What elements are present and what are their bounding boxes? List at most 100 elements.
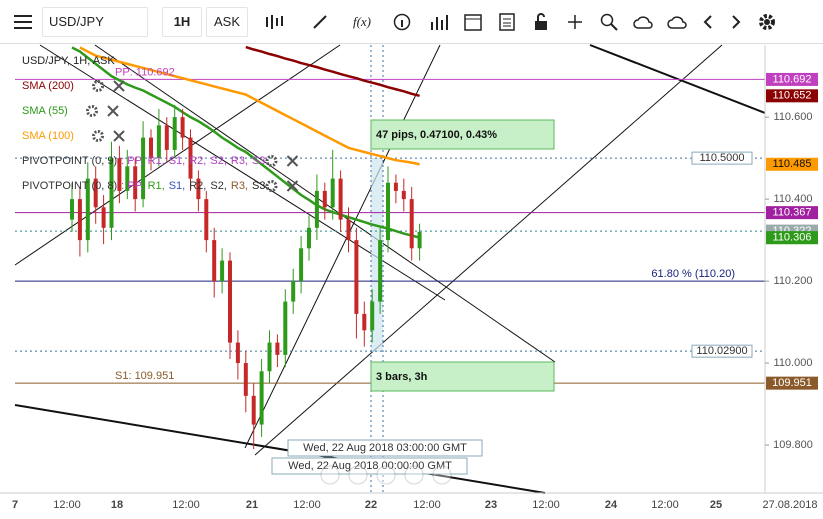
- timeframe-button[interactable]: 1H: [162, 6, 202, 37]
- settings-button[interactable]: [752, 7, 782, 37]
- candle-body: [378, 240, 383, 302]
- measure-pips: 47 pips, 0.47100, 0.43%: [376, 129, 497, 141]
- prev-button[interactable]: [696, 7, 720, 37]
- time-tooltip: [287, 439, 483, 457]
- template-button[interactable]: [492, 7, 522, 37]
- level-label: PP: 110.692: [115, 66, 175, 78]
- x-tick-label: 12:00: [293, 499, 321, 511]
- icon: [431, 14, 448, 30]
- nav-button[interactable]: [320, 465, 340, 485]
- level-box: [691, 151, 753, 165]
- y-tick-label: 110.000: [774, 357, 813, 369]
- indicator-button[interactable]: f(x): [352, 13, 372, 29]
- candle-body: [196, 178, 201, 200]
- candle-body: [283, 301, 288, 355]
- icon: [633, 15, 653, 29]
- candle-body: [267, 342, 272, 372]
- zoom-button[interactable]: [594, 7, 624, 37]
- candle-body: [330, 178, 335, 208]
- menu-icon: [14, 14, 32, 29]
- candle-body: [180, 117, 185, 138]
- price-tag: [766, 206, 818, 220]
- candle-body: [70, 199, 74, 220]
- volume-button[interactable]: [424, 7, 454, 37]
- price-tag: [766, 89, 818, 103]
- nav-button[interactable]: [376, 465, 396, 485]
- candle-body: [354, 240, 359, 314]
- download-button[interactable]: [662, 7, 692, 37]
- remove-icon[interactable]: [113, 80, 125, 92]
- candle-body: [125, 166, 130, 191]
- candle-body: [235, 342, 240, 364]
- chart-title: USD/JPY, 1H, ASK: [22, 55, 115, 67]
- candle-body: [77, 199, 82, 241]
- candle-body: [149, 137, 153, 159]
- x-tick-label: 22: [365, 499, 377, 511]
- nav-button[interactable]: [348, 465, 368, 485]
- nav-button[interactable]: [404, 465, 424, 485]
- candle-body: [386, 182, 390, 241]
- side-button[interactable]: ASK: [206, 6, 248, 37]
- x-tick-label: 12:00: [413, 499, 441, 511]
- icon: [464, 13, 482, 31]
- pivot-item: R3,: [231, 155, 248, 167]
- remove-icon[interactable]: [286, 180, 299, 192]
- settings-icon[interactable]: [92, 130, 104, 142]
- draw-button[interactable]: [300, 7, 340, 37]
- price-tag: [766, 376, 818, 390]
- settings-icon[interactable]: [92, 80, 104, 92]
- icon: [568, 14, 582, 29]
- candle-body: [251, 395, 256, 425]
- settings-icon[interactable]: [265, 180, 278, 192]
- upload-button[interactable]: [628, 7, 658, 37]
- calendar-button[interactable]: [458, 7, 488, 37]
- candle-body: [164, 125, 169, 150]
- settings-icon[interactable]: [86, 105, 98, 117]
- trend-line: [14, 404, 546, 494]
- remove-icon[interactable]: [107, 105, 119, 117]
- price-tag-label: 110.485: [773, 158, 812, 170]
- candle-body: [401, 190, 406, 200]
- info-button[interactable]: [384, 7, 420, 37]
- x-tick-label: 12:00: [53, 499, 81, 511]
- pivot-item: S2,: [210, 155, 227, 167]
- toolbar: USD/JPY 1H ASK f(x): [0, 0, 823, 44]
- price-tag: [766, 72, 818, 86]
- candle-body: [370, 301, 375, 331]
- crosshair-button[interactable]: [560, 7, 590, 37]
- remove-icon[interactable]: [113, 130, 125, 142]
- candle-body: [259, 371, 264, 425]
- candle-body: [141, 137, 146, 200]
- candle-body: [172, 117, 177, 150]
- candle-body: [299, 248, 304, 282]
- candle-body: [85, 178, 90, 241]
- x-tick-label: 27.08.2018: [762, 499, 817, 511]
- candle-body: [291, 281, 296, 302]
- lock-button[interactable]: [526, 7, 556, 37]
- menu-button[interactable]: [8, 7, 38, 37]
- remove-icon[interactable]: [286, 155, 299, 167]
- level-label: 61.80 % (110.20): [651, 268, 735, 280]
- candle-body: [338, 178, 343, 220]
- legend-entry: PIVOTPOINT (0, 8): [22, 180, 117, 192]
- next-button[interactable]: [724, 7, 748, 37]
- x-tick-label: 7: [12, 499, 18, 511]
- pivot-item: S1,: [169, 155, 186, 167]
- nav-button[interactable]: [432, 465, 452, 485]
- pivot-item: R2,: [189, 180, 206, 192]
- x-tick-label: 25: [710, 499, 722, 511]
- candle-body: [314, 190, 319, 228]
- y-tick-label: 109.800: [773, 439, 813, 451]
- candle-body: [133, 166, 138, 200]
- pivot-item: : PP,: [121, 180, 143, 192]
- candle-body: [409, 199, 414, 249]
- settings-icon[interactable]: [265, 155, 278, 167]
- chart-type-button[interactable]: [252, 7, 296, 37]
- trend-line: [254, 44, 723, 456]
- x-tick-label: 12:00: [651, 499, 679, 511]
- candle-body: [212, 240, 217, 282]
- candle-body: [117, 158, 122, 191]
- symbol-input[interactable]: USD/JPY: [42, 6, 148, 37]
- price-tag: [766, 157, 818, 171]
- icon: [266, 14, 283, 29]
